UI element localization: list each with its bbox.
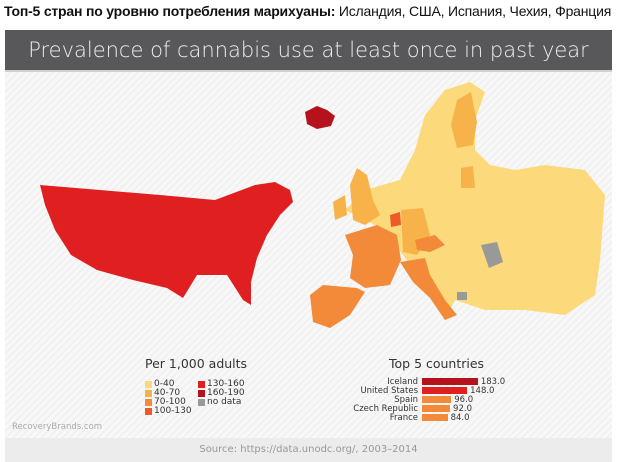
legend-swatch <box>198 389 205 397</box>
bar-row: France 84.0 <box>305 412 470 423</box>
legend-label: 130-160 <box>207 379 245 389</box>
bar <box>422 405 451 412</box>
legend-swatch <box>198 398 205 406</box>
source-bar: Source: https://data.unodc.org/, 2003–20… <box>5 438 612 462</box>
legend-label: 0-40 <box>154 379 175 389</box>
map-country-france <box>345 225 401 288</box>
legend-swatch <box>145 407 152 415</box>
map-country-united-states <box>40 182 293 305</box>
heading-bold: Топ-5 стран по уровню потребления мариху… <box>4 3 336 19</box>
choropleth-map <box>40 82 605 328</box>
infographic: Prevalence of cannabis use at least once… <box>5 30 612 462</box>
map-country-spain <box>310 285 365 328</box>
legend-item: 70-100 <box>145 397 186 407</box>
bar-row: United States 148.0 <box>305 385 495 396</box>
map-country-united-kingdom <box>350 168 380 225</box>
map-country-norway <box>410 92 455 170</box>
bar-label: United States <box>360 385 418 396</box>
legend-item: 100-130 <box>145 406 192 416</box>
bar-label: Spain <box>394 394 418 405</box>
legend-item: 160-190 <box>198 388 245 398</box>
bar <box>422 396 452 403</box>
bar-row: Spain 96.0 <box>305 394 474 405</box>
legend-label: no data <box>207 397 242 407</box>
bar-label: Iceland <box>387 376 418 387</box>
legend-item: 40-70 <box>145 388 180 398</box>
map-country-netherlands <box>390 212 401 227</box>
legend-swatch <box>198 380 205 388</box>
bar-row: Czech Republic 92.0 <box>305 403 472 414</box>
bar-value: 183.0 <box>480 376 506 387</box>
bar-value: 84.0 <box>450 412 470 423</box>
bar-value: 148.0 <box>470 385 495 396</box>
legend-label: 160-190 <box>207 388 245 398</box>
map-country-ireland <box>333 195 347 220</box>
map-country-macedonia <box>457 292 467 300</box>
map-country-romania <box>481 242 503 268</box>
top5-title: Top 5 countries <box>389 356 485 371</box>
map-country-iceland <box>305 106 335 129</box>
source-text: Source: https://data.unodc.org/, 2003–20… <box>199 444 418 455</box>
legend-swatch <box>145 380 152 388</box>
map-country-italy <box>400 258 457 320</box>
legend-item: 130-160 <box>198 379 245 389</box>
map-country-czech-republic <box>415 235 445 252</box>
bar-label: France <box>389 412 418 423</box>
bar-value: 96.0 <box>454 394 474 405</box>
map-country-estonia <box>461 166 475 188</box>
bar <box>422 414 448 421</box>
bar <box>422 378 478 385</box>
map-country-bulgaria <box>467 272 495 288</box>
legend-title: Per 1,000 adults <box>145 356 248 371</box>
legend-item: no data <box>198 397 241 407</box>
legend-label: 100-130 <box>154 406 192 416</box>
map-country-finland <box>451 92 477 148</box>
watermark: RecoveryBrands.com <box>12 422 103 432</box>
legend-label: 70-100 <box>154 397 186 407</box>
heading-rest: Исландия, США, Испания, Чехия, Франция <box>335 3 612 19</box>
chart-title: Prevalence of cannabis use at least once… <box>5 30 612 72</box>
legend-swatch <box>145 398 152 406</box>
bar-row: Iceland 183.0 <box>305 376 506 387</box>
bar-value: 92.0 <box>453 403 472 414</box>
legend-item: 0-40 <box>145 379 174 389</box>
article-heading: Топ-5 стран по уровню потребления мариху… <box>4 3 611 19</box>
legend-label: 40-70 <box>154 388 181 398</box>
bar-label: Czech Republic <box>353 403 418 414</box>
legend-swatch <box>145 389 152 397</box>
bar <box>422 387 468 394</box>
